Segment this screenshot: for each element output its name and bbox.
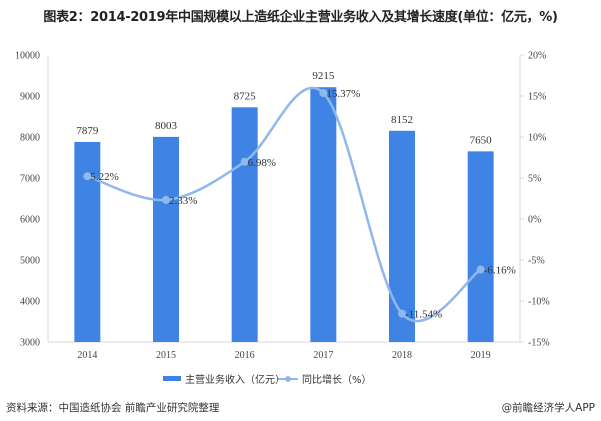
y-right-tick-label: -10% — [528, 297, 550, 308]
bar-2018 — [389, 130, 415, 342]
growth-value-label: -6.16% — [484, 265, 516, 277]
growth-value-label: 2.33% — [169, 195, 197, 207]
y-right-tick-label: 15% — [528, 92, 546, 103]
growth-value-label: -11.54% — [405, 309, 442, 321]
bar-value-label: 8725 — [234, 90, 257, 102]
x-tick-label: 2016 — [235, 350, 255, 361]
y-left-tick-label: 10000 — [15, 51, 40, 62]
growth-value-label: 15.37% — [326, 88, 360, 100]
bar-value-label: 8152 — [391, 114, 413, 126]
y-right-tick-label: 20% — [528, 51, 546, 62]
y-left-tick-label: 3000 — [20, 338, 40, 349]
bar-value-label: 7879 — [76, 125, 99, 137]
growth-point-2018 — [398, 309, 406, 318]
growth-point-2019 — [476, 265, 485, 274]
y-left-tick-label: 7000 — [20, 174, 40, 185]
bar-2017 — [310, 87, 337, 342]
y-left-tick-label: 4000 — [20, 297, 40, 308]
bar-value-label: 7650 — [470, 134, 493, 146]
y-right-tick-label: 5% — [528, 174, 541, 185]
y-left-tick-label: 5000 — [20, 256, 40, 267]
x-tick-label: 2018 — [392, 350, 412, 361]
bar-2015 — [153, 136, 179, 342]
bar-value-label: 8003 — [155, 120, 178, 132]
growth-point-2014 — [83, 172, 92, 181]
growth-value-label: 6.98% — [248, 157, 276, 169]
growth-point-2015 — [162, 195, 170, 204]
bar-2016 — [231, 107, 258, 343]
legend-item-growth: 同比增长（%） — [278, 371, 372, 386]
legend-line-swatch — [278, 375, 298, 382]
growth-value-label: 5.22% — [90, 171, 118, 183]
growth-point-2016 — [240, 157, 249, 166]
legend-item-revenue: 主营业务收入（亿元） — [163, 371, 285, 386]
y-right-tick-label: -15% — [528, 338, 550, 349]
chart-title: 图表2：2014-2019年中国规模以上造纸企业主营业务收入及其增长速度(单位：… — [43, 10, 558, 25]
legend-label: 主营业务收入（亿元） — [185, 375, 285, 386]
brand-credit: @前瞻经济学人APP — [501, 402, 595, 414]
y-left-tick-label: 9000 — [20, 92, 40, 103]
legend-bar-swatch — [163, 376, 181, 381]
source-note: 资料来源：中国造纸协会 前瞻产业研究院整理 — [6, 402, 220, 414]
x-tick-label: 2017 — [313, 350, 333, 361]
y-right-tick-label: -5% — [528, 256, 545, 267]
bar-value-label: 9215 — [312, 70, 335, 82]
legend-label: 同比增长（%） — [302, 375, 372, 386]
y-right-tick-label: 0% — [528, 215, 541, 226]
y-right-tick-label: 10% — [528, 133, 546, 144]
x-tick-label: 2019 — [471, 350, 491, 361]
bar-2019 — [467, 151, 494, 342]
x-tick-label: 2015 — [156, 350, 176, 361]
growth-point-2017 — [319, 88, 328, 97]
y-left-tick-label: 6000 — [20, 215, 40, 226]
x-tick-label: 2014 — [77, 350, 97, 361]
y-left-tick-label: 8000 — [20, 133, 40, 144]
growth-line — [86, 86, 482, 323]
